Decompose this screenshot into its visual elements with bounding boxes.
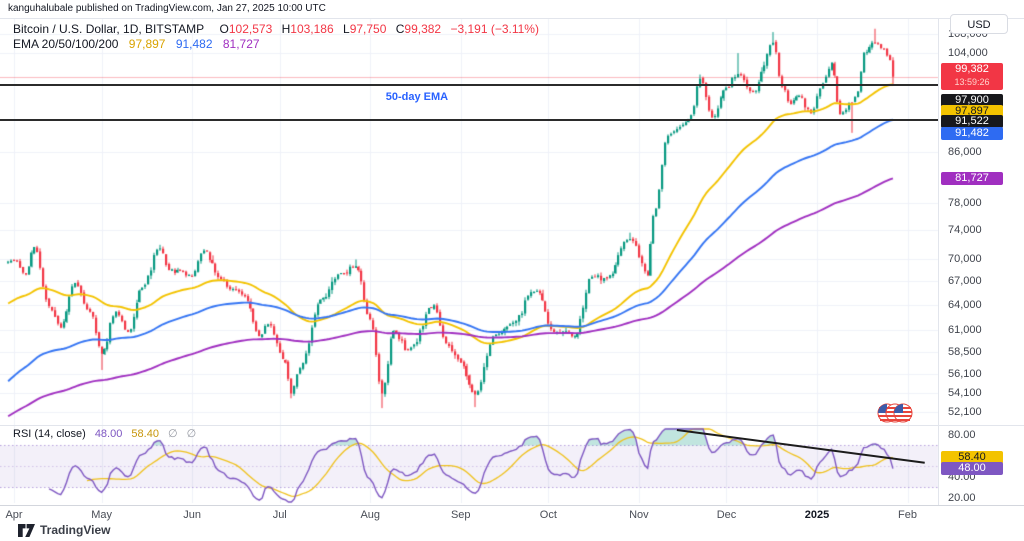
horizontal-line-91522[interactable]: [0, 118, 938, 121]
price-badge-last: 99,382 13:59:26: [941, 63, 1003, 91]
rsi-badge: 48.00: [941, 462, 1003, 476]
pane-divider[interactable]: [0, 425, 1024, 426]
high-value: 103,186: [290, 22, 334, 36]
symbol-title[interactable]: Bitcoin / U.S. Dollar, 1D, BITSTAMP: [13, 22, 205, 36]
price-tick: 67,000: [948, 275, 982, 288]
price-badge-ema200: 81,727: [941, 171, 1003, 185]
open-label: O: [219, 22, 229, 36]
time-label-dec: Dec: [716, 509, 737, 521]
price-tick: 61,000: [948, 324, 982, 337]
rsi-tick: 20.00: [948, 492, 976, 504]
rsi-hidden-value-icon: ∅: [168, 428, 178, 440]
time-label-aug: Aug: [360, 509, 381, 521]
ema100-value: 91,482: [175, 37, 213, 51]
time-label-feb: Feb: [898, 509, 917, 521]
rsi-tick: 80.00: [948, 429, 976, 441]
price-tick: 54,100: [948, 386, 982, 399]
price-badge-ema50: 97,897: [941, 105, 1003, 119]
price-tick: 86,000: [948, 145, 982, 158]
time-label-jun: Jun: [183, 509, 201, 521]
fifty-day-ema-label[interactable]: 50-day EMA: [385, 90, 449, 103]
low-value: 97,750: [349, 22, 387, 36]
rsi-indicator-title[interactable]: RSI (14, close): [13, 428, 86, 440]
high-label: H: [281, 22, 291, 36]
close-label: C: [395, 22, 405, 36]
attribution-text: kanguhalubale published on TradingView.c…: [8, 3, 326, 14]
rsi-hidden-value-icon: ∅: [186, 428, 197, 440]
price-tick: 56,100: [948, 367, 982, 380]
price-badge-ema100: 91,482: [941, 126, 1003, 140]
candle-countdown: 13:59:26: [954, 77, 990, 88]
us-flag-sticker-icon: [877, 403, 913, 423]
rsi-ma-value: 58.40: [131, 428, 159, 440]
horizontal-line-97900[interactable]: [0, 83, 938, 86]
currency-toggle-button[interactable]: USD: [950, 14, 1008, 34]
symbol-legend-row: Bitcoin / U.S. Dollar, 1D, BITSTAMP O102…: [13, 22, 539, 36]
time-axis-divider: [0, 505, 1024, 506]
price-tick: 104,000: [948, 47, 988, 60]
change-value: −3,191 (−3.11%): [450, 22, 539, 36]
us-flag-sticker[interactable]: [876, 402, 916, 429]
price-tick: 58,500: [948, 345, 982, 358]
price-tick: 70,000: [948, 252, 982, 265]
close-value: 99,382: [404, 22, 442, 36]
tradingview-logo-icon: [18, 523, 35, 537]
rsi-badge: 58.40: [941, 451, 1003, 465]
ema200-value: 81,727: [222, 37, 260, 51]
rsi-legend-row: RSI (14, close) 48.00 58.40 ∅ ∅: [13, 427, 196, 440]
attribution-divider: [0, 18, 1024, 19]
ema50-value: 97,897: [128, 37, 166, 51]
low-label: L: [343, 22, 350, 36]
tradingview-logo[interactable]: TradingView: [18, 523, 110, 537]
tradingview-brand-text: TradingView: [40, 523, 111, 537]
rsi-value: 48.00: [94, 428, 123, 440]
time-label-2025: 2025: [804, 509, 830, 521]
price-axis-divider: [938, 19, 939, 505]
price-badge-hline2: 91,522: [941, 115, 1003, 128]
price-tick: 64,000: [948, 299, 982, 312]
ema-indicator-title[interactable]: EMA 20/50/100/200: [13, 37, 119, 51]
time-label-apr: Apr: [5, 509, 23, 521]
time-label-jul: Jul: [272, 509, 287, 521]
open-value: 102,573: [228, 22, 273, 36]
time-axis[interactable]: [0, 505, 1024, 523]
price-tick: 74,000: [948, 223, 982, 236]
time-label-nov: Nov: [629, 509, 649, 521]
price-badge-hline1: 97,900: [941, 93, 1003, 107]
ema-legend-row: EMA 20/50/100/200 97,897 91,482 81,727: [13, 37, 260, 51]
price-tick: 52,100: [948, 406, 982, 419]
time-label-oct: Oct: [539, 509, 557, 521]
price-tick: 78,000: [948, 196, 982, 209]
time-label-may: May: [91, 509, 112, 521]
time-label-sep: Sep: [450, 509, 471, 521]
